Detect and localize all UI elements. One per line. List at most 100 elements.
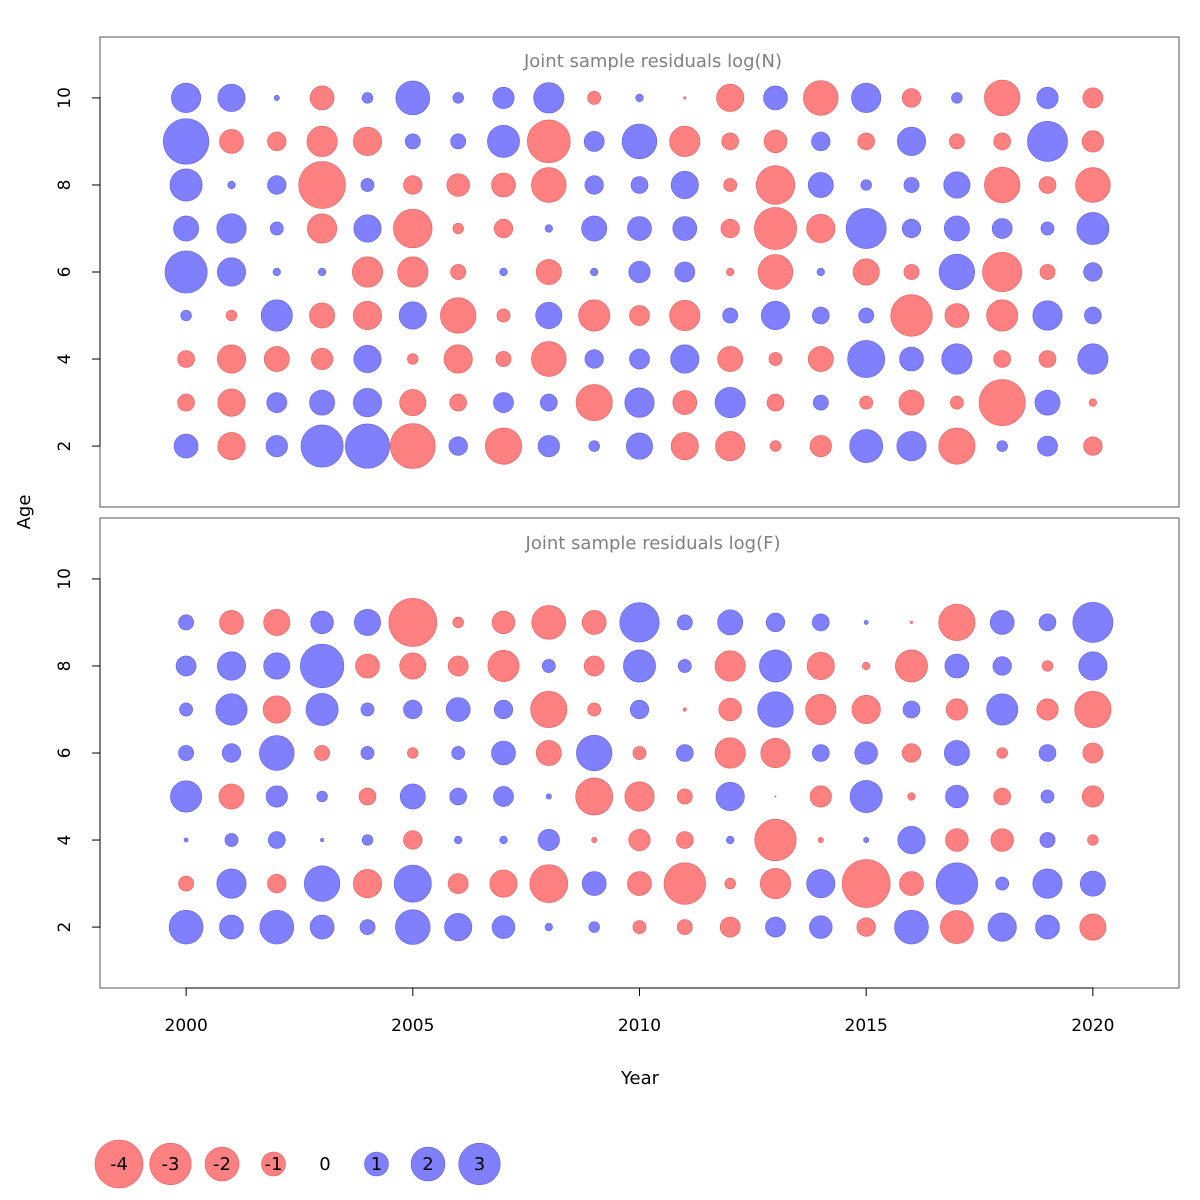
top-bubble-2011-age-5 [669,300,701,331]
top-bubble-2018-age-8 [984,166,1021,204]
bottom-bubble-2015-age-4 [863,837,870,843]
top-bubble-2015-age-10 [851,82,882,113]
top-bubble-2002-age-6 [272,267,281,277]
top-bubble-2005-age-4 [407,353,419,365]
top-bubble-2012-age-6 [726,267,735,277]
bottom-bubble-2002-age-8 [263,652,291,680]
bottom-bubble-2005-age-8 [399,652,427,680]
bottom-bubble-2006-age-9 [452,616,464,629]
top-bubble-2007-age-8 [491,172,516,198]
top-bubble-2009-age-7 [581,215,608,242]
x-tick-label-2005: 2005 [391,1016,434,1036]
top-bubble-2013-age-2 [769,440,782,452]
bottom-bubble-2018-age-7 [986,693,1019,726]
top-bubble-2010-age-10 [635,93,644,102]
bottom-bubble-2011-age-3 [663,862,706,905]
top-bubble-2011-age-7 [672,216,698,241]
top-bubble-2004-age-6 [352,256,383,288]
top-bubble-2020-age-7 [1076,212,1110,245]
top-bubble-2002-age-2 [265,435,288,458]
top-bubble-2018-age-7 [991,218,1013,239]
y-tick-label-8: 8 [55,661,75,672]
bottom-bubble-2009-age-4 [591,837,598,843]
bottom-bubble-2020-age-4 [1087,834,1099,846]
top-bubble-2017-age-2 [938,427,976,465]
top-bubble-2002-age-10 [273,94,280,101]
top-bubble-2009-age-6 [590,267,599,277]
top-bubble-2004-age-2 [345,423,390,469]
bottom-bubble-2005-age-3 [393,864,432,903]
bottom-bubble-2012-age-7 [718,697,742,722]
bottom-bubble-2009-age-6 [576,734,613,772]
top-bubble-2007-age-5 [496,308,511,323]
bottom-bubble-2014-age-7 [805,694,837,725]
top-bubble-2012-age-7 [720,218,740,239]
y-tick-label-8: 8 [55,180,75,191]
top-bubble-2009-age-4 [584,349,604,369]
top-bubble-2008-age-8 [531,167,567,203]
top-bubble-2020-age-2 [1083,436,1103,456]
bottom-bubble-2000-age-8 [175,655,197,677]
top-bubble-2017-age-7 [944,215,970,242]
top-bubble-2003-age-2 [300,424,344,468]
top-bubble-2013-age-8 [755,165,796,205]
bottom-bubble-2008-age-7 [530,690,568,728]
top-bubble-2005-age-3 [399,389,427,417]
top-bubble-2008-age-5 [535,302,563,329]
top-bubble-2013-age-10 [763,85,788,111]
bottom-bubble-2013-age-9 [765,612,786,633]
top-bubble-2017-age-8 [943,171,971,199]
legend-label--1: -1 [265,1154,283,1175]
bottom-bubble-2014-age-8 [806,652,835,680]
top-bubble-2005-age-9 [404,133,421,150]
top-bubble-2020-age-9 [1081,130,1104,153]
bottom-bubble-2003-age-3 [304,865,341,902]
top-bubble-2009-age-5 [578,299,611,332]
y-axis-title: Age [14,495,35,530]
panel-bottom-y-ticks: 2 4 6 8 10 [55,568,100,932]
bottom-bubble-2019-age-9 [1038,613,1057,632]
top-bubble-2013-age-9 [763,129,788,154]
bottom-bubble-2018-age-3 [995,876,1010,891]
bottom-bubble-2016-age-4 [897,826,926,854]
top-bubble-2015-age-4 [847,340,886,378]
top-bubble-2003-age-8 [298,161,346,209]
bottom-bubble-2020-age-5 [1081,785,1104,808]
top-bubble-2011-age-6 [674,261,696,283]
top-bubble-2016-age-4 [899,346,924,372]
top-bubble-2014-age-9 [811,131,831,151]
top-bubble-2015-age-9 [857,132,875,151]
bottom-bubble-2017-age-3 [935,862,978,905]
bottom-bubble-2010-age-6 [632,746,647,760]
bottom-bubble-2019-age-3 [1032,868,1063,899]
top-bubble-2015-age-5 [858,307,875,324]
bottom-bubble-2016-age-6 [901,743,922,763]
bottom-bubble-2001-age-7 [215,693,248,726]
bottom-bubble-2016-age-2 [894,909,929,945]
bottom-bubble-2002-age-9 [263,608,291,636]
top-bubble-2000-age-3 [177,393,195,412]
bottom-bubble-2002-age-3 [267,873,287,894]
top-bubble-2000-age-9 [163,118,210,165]
y-tick-label-10: 10 [55,87,75,109]
bottom-bubble-2004-age-6 [360,746,375,760]
bottom-bubble-2017-age-7 [945,698,968,721]
bottom-bubble-2007-age-2 [491,915,516,939]
top-bubble-2020-age-3 [1088,398,1097,407]
top-bubble-2010-age-9 [621,123,658,160]
panel-top: Joint sample residuals log(N) 2 4 6 8 10 [55,36,1180,508]
bottom-bubble-2018-age-5 [993,787,1011,806]
top-bubble-2016-age-6 [903,264,920,280]
top-bubble-2005-age-2 [390,423,436,469]
bottom-bubble-2018-age-6 [996,747,1008,759]
bottom-bubble-2014-age-5 [809,785,832,808]
panel-bottom-title: Joint sample residuals log(F) [525,533,781,554]
top-bubble-2019-age-2 [1037,435,1058,457]
top-bubble-2018-age-3 [978,379,1026,426]
top-bubble-2001-age-6 [217,257,247,287]
top-bubble-2006-age-2 [448,436,468,456]
legend-bubble-2 [410,1146,446,1182]
top-bubble-2000-age-4 [177,350,195,368]
y-tick-label-4: 4 [55,354,75,365]
x-axis: 2000 2005 2010 2015 2020 [165,987,1114,1036]
